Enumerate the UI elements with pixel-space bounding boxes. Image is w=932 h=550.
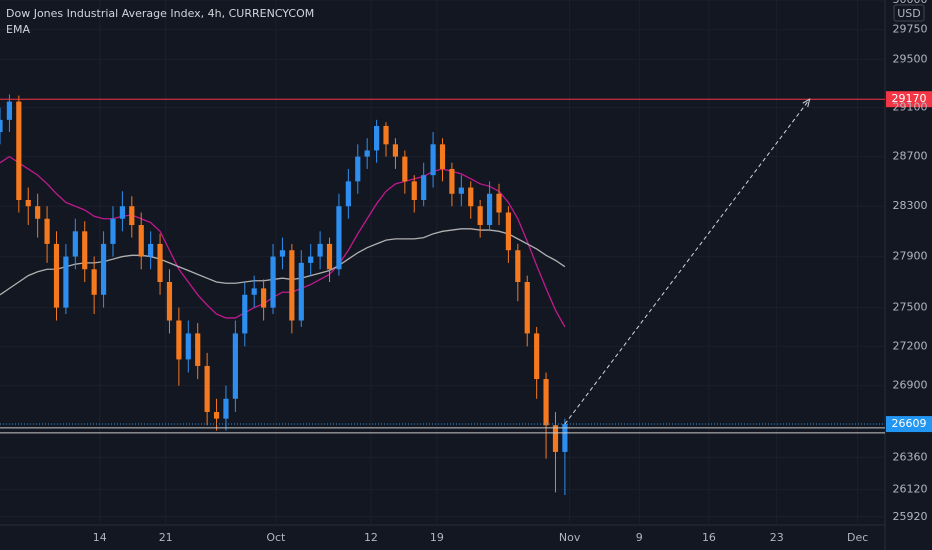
candle-body (392, 144, 399, 157)
candle-body (355, 156, 361, 182)
candle-body (119, 206, 125, 219)
candle-body (308, 256, 314, 263)
currency-box (893, 4, 925, 22)
candle-body (345, 181, 351, 207)
level-price-tag (886, 91, 932, 108)
candle-body (82, 231, 88, 270)
candle-body (138, 225, 144, 257)
candle-body (213, 411, 220, 419)
candle-body (439, 144, 446, 169)
candle-body (176, 320, 182, 360)
y-tick-label: 28300 (893, 199, 928, 212)
candle-body (515, 250, 521, 282)
x-tick-label: 12 (364, 531, 378, 544)
candle-body (524, 281, 530, 334)
candle-body (477, 206, 483, 226)
candle-body (223, 398, 229, 419)
candle-body (505, 212, 511, 251)
candle-body (0, 119, 3, 133)
candle-body (364, 150, 370, 157)
x-tick-label: Dec (847, 531, 868, 544)
y-tick-label: 26360 (893, 450, 928, 463)
y-tick-label: 29750 (893, 23, 928, 36)
x-tick-label: 14 (93, 531, 107, 544)
candle-body (157, 243, 163, 282)
last-price-label: 26609 (892, 417, 927, 430)
candle-body (242, 294, 248, 334)
candle-body (289, 250, 295, 321)
candle-body (204, 365, 210, 412)
candle-body (166, 281, 173, 321)
x-tick-label: 23 (770, 531, 784, 544)
x-tick-label: 21 (159, 531, 173, 544)
x-tick-label: Nov (559, 531, 581, 544)
candle-body (486, 193, 493, 226)
candle-body (336, 206, 342, 270)
candle-body (25, 199, 31, 207)
x-tick-label: 9 (636, 531, 643, 544)
arrow-head (802, 98, 811, 108)
candle-body (326, 243, 333, 270)
candle-body (374, 125, 380, 151)
candle-body (6, 101, 13, 120)
y-tick-label: 27500 (893, 301, 928, 314)
candle-body (421, 175, 427, 200)
x-tick-label: 19 (430, 531, 444, 544)
candle-body (534, 333, 540, 380)
y-tick-label: 27200 (893, 339, 928, 352)
candle-body (383, 125, 389, 145)
candle-body (100, 243, 107, 295)
candle-body (317, 243, 323, 257)
candle-body (552, 425, 559, 452)
y-tick-label: 29500 (893, 52, 928, 65)
candle-body (232, 333, 238, 399)
candle-body (35, 206, 41, 219)
candle-body (411, 181, 417, 200)
y-tick-label: 26120 (893, 483, 928, 496)
candle-body (185, 333, 191, 360)
candle-body (279, 250, 286, 257)
candle-body (458, 187, 464, 194)
last-price-tag (886, 416, 932, 433)
y-tick-label: 26900 (893, 379, 928, 392)
indicator-label: EMA (6, 23, 30, 36)
candle-body (562, 424, 568, 452)
candle-body (44, 218, 50, 244)
y-tick-label: 28700 (893, 150, 928, 163)
candle-body (496, 193, 502, 213)
candle-body (91, 269, 97, 295)
candle-body (53, 243, 60, 308)
level-price-label: 29170 (892, 92, 927, 105)
candle-body (402, 156, 408, 182)
candle-body (543, 379, 549, 426)
candle-body (251, 288, 257, 295)
y-tick-label: 29100 (893, 101, 928, 114)
candle-body (298, 262, 304, 321)
candle-body (261, 288, 267, 308)
candle-body (430, 144, 436, 176)
candle-body (63, 256, 69, 308)
chart-title: Dow Jones Industrial Average Index, 4h, … (6, 7, 314, 20)
candle-body (72, 231, 78, 257)
candle-body (449, 168, 455, 194)
projection-arrow (564, 98, 811, 425)
candle-body (270, 256, 276, 308)
candle-body (148, 243, 154, 257)
candle-body (468, 187, 474, 207)
y-tick-label: 27900 (893, 250, 928, 263)
y-tick-label: 25920 (893, 510, 928, 523)
currency-label: USD (897, 7, 921, 20)
x-tick-label: 16 (702, 531, 716, 544)
ema-line (0, 155, 566, 328)
candle-body (110, 218, 116, 244)
y-tick-label: 30000 (893, 0, 928, 6)
candle-body (129, 206, 135, 226)
candle-body (16, 101, 22, 200)
x-tick-label: Oct (266, 531, 286, 544)
candle-body (195, 333, 201, 366)
